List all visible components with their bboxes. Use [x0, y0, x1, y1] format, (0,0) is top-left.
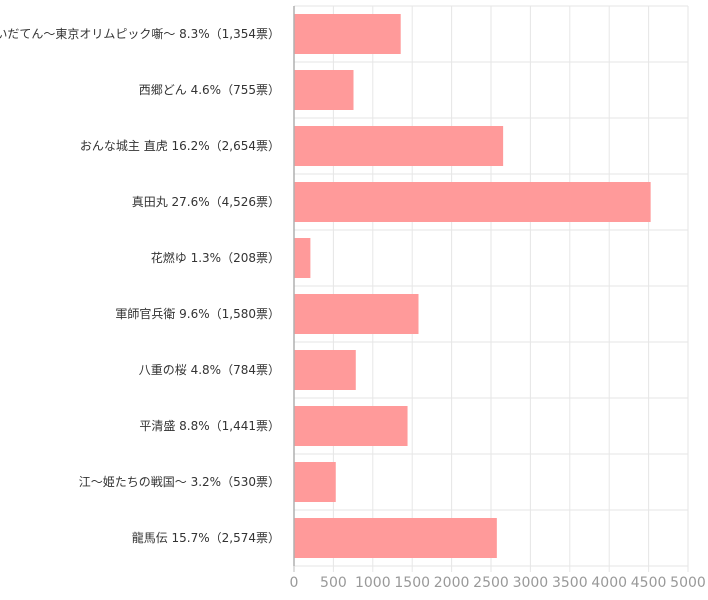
category-label: 西郷どん 4.6%（755票）	[139, 83, 280, 97]
bar	[294, 70, 354, 110]
bar	[294, 238, 311, 278]
x-tick-label: 1000	[355, 575, 391, 591]
bar	[294, 518, 497, 558]
x-tick-label: 2500	[473, 575, 509, 591]
category-label: 龍馬伝 15.7%（2,574票）	[132, 530, 280, 545]
category-label: 八重の桜 4.8%（784票）	[139, 363, 280, 377]
x-tick-label: 4500	[631, 575, 667, 591]
x-tick-label: 2000	[434, 575, 470, 591]
category-label: 軍師官兵衛 9.6%（1,580票）	[115, 306, 280, 321]
bar	[294, 350, 356, 390]
x-tick-label: 1500	[394, 575, 430, 591]
x-tick-label: 0	[290, 575, 299, 591]
bar	[294, 182, 651, 222]
x-tick-label: 500	[320, 575, 347, 591]
bar	[294, 462, 336, 502]
category-label: 平清盛 8.8%（1,441票）	[139, 418, 280, 433]
category-label: おんな城主 直虎 16.2%（2,654票）	[80, 139, 280, 153]
category-label: 江〜姫たちの戦国〜 3.2%（530票）	[79, 475, 280, 489]
x-tick-label: 3000	[513, 575, 549, 591]
bar	[294, 126, 504, 166]
bar	[294, 14, 401, 54]
x-tick-label: 5000	[670, 575, 706, 591]
category-label: いだてん〜東京オリムピック噺〜 8.3%（1,354票）	[0, 27, 280, 41]
category-label: 真田丸 27.6%（4,526票）	[132, 195, 280, 209]
x-tick-label: 4000	[591, 575, 627, 591]
bar	[294, 294, 419, 334]
bar	[294, 406, 408, 446]
x-tick-label: 3500	[552, 575, 588, 591]
category-label: 花燃ゆ 1.3%（208票）	[151, 250, 280, 265]
